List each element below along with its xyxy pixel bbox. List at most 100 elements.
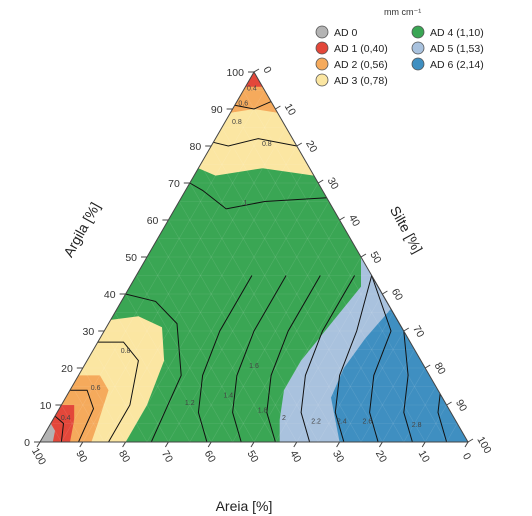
contour-label: 2.2 (311, 419, 321, 426)
legend-swatch (315, 41, 329, 55)
contour-label: 1 (243, 200, 247, 207)
contour-label: 1.4 (223, 393, 233, 400)
right-tick-label: 100 (474, 435, 493, 456)
bottom-tick-label: 70 (159, 448, 175, 464)
right-tick-mark (296, 142, 303, 147)
contour-mid-3 (300, 275, 356, 442)
bottom-tick-mark (421, 441, 426, 448)
legend-swatch (315, 73, 329, 87)
contour-label: 0.4 (61, 415, 71, 422)
contour-0.8 (97, 341, 139, 442)
left-tick-label: 60 (147, 215, 159, 227)
right-tick-label: 0 (260, 65, 273, 76)
right-tick-mark (382, 290, 388, 295)
contour-label: 0.8 (232, 119, 242, 126)
contour-mid-0 (197, 275, 253, 442)
right-tick-mark (446, 401, 452, 406)
region-ad1-top (245, 72, 263, 87)
contour-label: 1.2 (185, 400, 195, 407)
bottom-tick-mark (378, 441, 383, 448)
legend-label: AD 3 (0,78) (334, 75, 388, 87)
bottom-tick-mark (464, 441, 469, 448)
legend-swatch (411, 41, 425, 55)
contour-mid-2 (266, 275, 321, 442)
contour-0.4 (54, 415, 65, 442)
contour-label: 0.8 (121, 348, 131, 355)
bottom-axis-title: Areia [%] (216, 498, 273, 514)
left-tick-label: 40 (104, 289, 116, 301)
right-tick-mark (339, 216, 345, 221)
bottom-tick-label: 0 (460, 451, 473, 462)
region-ad0 (40, 423, 55, 442)
legend-label: AD 6 (2,14) (430, 59, 484, 71)
contour-labels: 0.8 0.6 0.4 0.8 1 0.8 0.6 0.4 1.2 1.4 1.6 1.8 2 2.2 2.… (61, 86, 422, 430)
contour-top-1 (189, 182, 327, 210)
contour-1 (125, 293, 182, 442)
legend-label: AD 0 (334, 27, 358, 39)
bottom-tick-label: 90 (73, 448, 89, 464)
contour-mid-1 (232, 275, 287, 442)
bottom-tick-label: 60 (202, 448, 218, 464)
legend-swatch (315, 57, 329, 71)
right-tick-mark (275, 105, 281, 110)
bottom-tick-mark (164, 441, 169, 448)
right-axis-title: Silte [%] (387, 203, 426, 256)
contour-label: 2 (282, 415, 286, 422)
contour-mid-5 (369, 275, 392, 442)
right-tick-mark (403, 327, 410, 332)
contour-mid-4 (334, 275, 373, 442)
right-tick-label: 80 (432, 361, 448, 377)
contour-label: 0.8 (262, 141, 272, 148)
bottom-tick-mark (336, 441, 341, 448)
right-tick-label: 70 (410, 324, 426, 340)
right-tick-mark (424, 364, 431, 369)
legend-label: AD 1 (0,40) (334, 43, 388, 55)
contour-label: 2.4 (337, 419, 347, 426)
left-tick-label: 80 (190, 141, 202, 153)
right-tick-label: 90 (453, 398, 469, 414)
bottom-tick-label: 50 (244, 448, 260, 464)
left-tick-label: 0 (24, 437, 30, 449)
bottom-tick-mark (293, 441, 298, 448)
legend-title: mm cm⁻¹ (384, 7, 421, 17)
right-tick-mark (317, 179, 324, 184)
legend-label: AD 5 (1,53) (430, 43, 484, 55)
contour-top-0.6 (234, 101, 272, 110)
right-tick-mark (253, 68, 260, 73)
legend-swatch (411, 57, 425, 71)
right-tick-label: 10 (282, 102, 298, 118)
right-tick-mark (360, 253, 367, 258)
bottom-tick-label: 100 (29, 446, 48, 467)
region-ad3-top (198, 72, 314, 176)
region-ad6 (331, 308, 468, 442)
contour-label: 1.8 (258, 407, 268, 414)
region-ad2-top (230, 72, 278, 113)
contour-label: 1.6 (249, 363, 259, 370)
bottom-tick-label: 80 (116, 448, 132, 464)
contour-label: 2.8 (412, 422, 422, 429)
right-tick-mark (467, 438, 474, 443)
contour-label: 2.6 (363, 419, 373, 426)
right-tick-label: 40 (346, 213, 362, 229)
right-tick-label: 20 (303, 139, 319, 155)
left-tick-label: 50 (125, 252, 137, 264)
left-tick-label: 20 (61, 363, 73, 375)
left-tick-label: 90 (211, 104, 223, 116)
left-tick-label: 100 (226, 67, 244, 79)
bottom-tick-label: 10 (416, 448, 432, 464)
right-tick-label: 30 (325, 176, 341, 192)
bottom-tick-mark (207, 441, 212, 448)
contour-label: 0.4 (247, 86, 257, 93)
texture-regions (40, 72, 468, 442)
bottom-tick-label: 20 (373, 448, 389, 464)
legend: mm cm⁻¹ AD 0 AD 1 (0,40) AD 2 (0,56) AD 3 (… (315, 7, 484, 87)
right-tick-label: 60 (389, 287, 405, 303)
contour-top-0.8 (213, 138, 297, 147)
bottom-tick-mark (250, 441, 255, 448)
left-tick-label: 70 (168, 178, 180, 190)
legend-swatch (315, 25, 329, 39)
legend-label: AD 2 (0,56) (334, 59, 388, 71)
bottom-tick-label: 30 (330, 448, 346, 464)
